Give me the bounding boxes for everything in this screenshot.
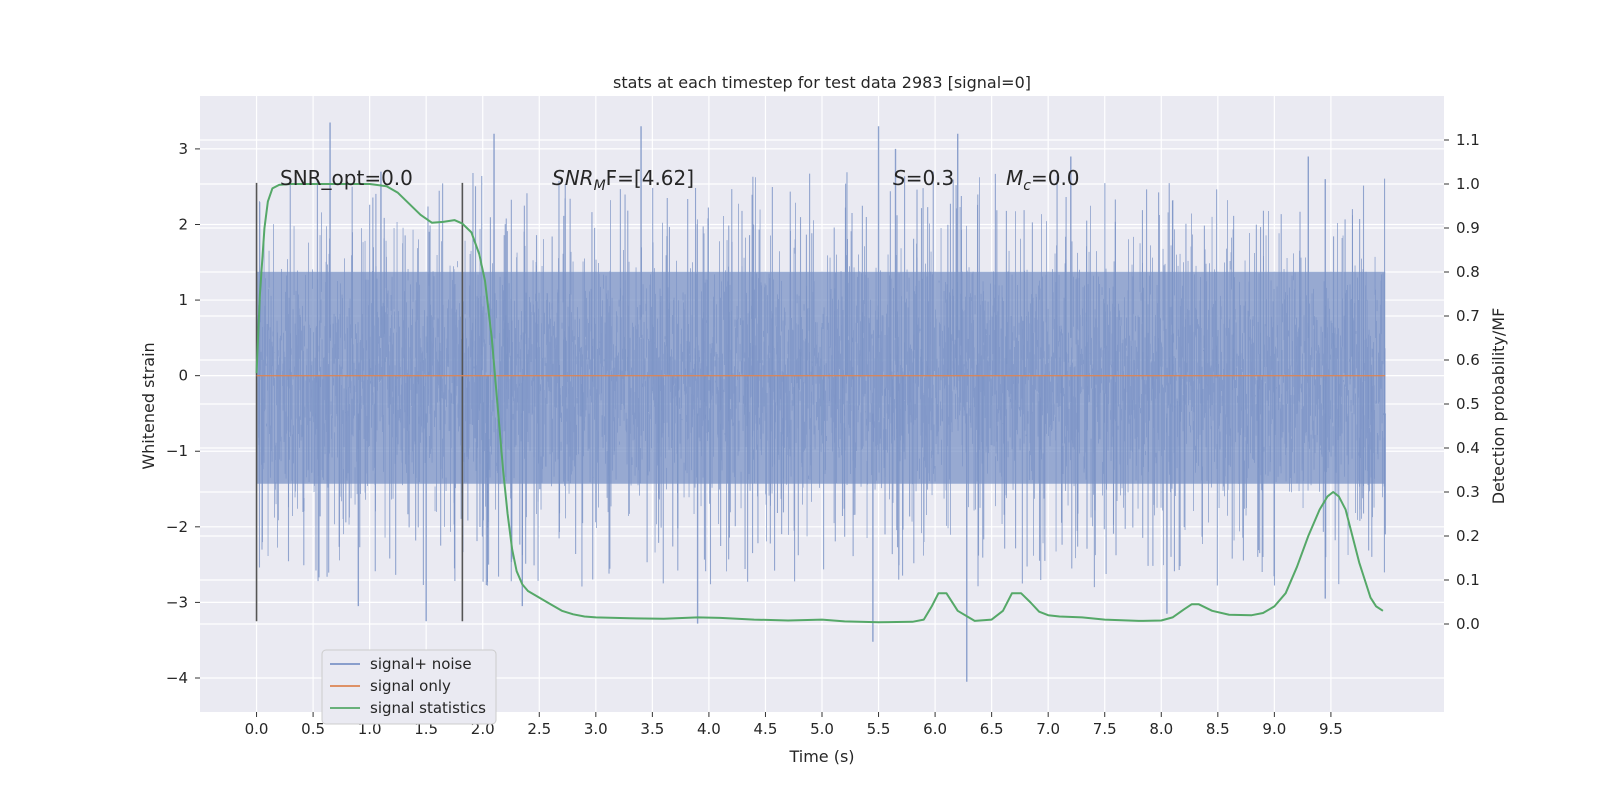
legend-box (321, 649, 497, 725)
x-tick-label: 8.5 (1206, 720, 1230, 738)
noise-series (256, 122, 1386, 682)
x-axis-label: Time (s) (788, 747, 854, 766)
y-right-tick-labels: 1.1 1.0 0.9 0.8 0.7 0.6 0.5 0.4 0.3 0.2 0.1 0.0 (1444, 131, 1480, 633)
legend: signal+ noise signal only signal statist… (321, 649, 497, 725)
x-tick-label: 2.5 (527, 720, 551, 738)
y-right-tick-label: 1.0 (1456, 175, 1480, 193)
x-tick-labels: 0.0 0.5 1.0 1.5 2.0 2.5 3.0 3.5 4.0 4.5 5.0 5.5 6.0 6… (245, 712, 1343, 738)
x-tick-label: 8.0 (1149, 720, 1173, 738)
s-label: S (893, 166, 906, 190)
legend-label-signal-noise: signal+ noise (370, 655, 472, 673)
x-tick-label: 6.5 (980, 720, 1004, 738)
y-left-tick-labels: 3 2 1 0 −1 −2 −3 −4 (166, 140, 200, 687)
y-right-tick-label: 0.1 (1456, 571, 1480, 589)
y-right-tick-label: 0.8 (1456, 263, 1480, 281)
snr-mf-label: SNR (552, 166, 594, 190)
x-tick-label: 3.0 (584, 720, 608, 738)
annotation-snr-opt: SNR_opt=0.0 (280, 166, 413, 190)
x-tick-label: 5.0 (810, 720, 834, 738)
snr-mf-value: F=[4.62] (606, 166, 694, 190)
y-left-tick-label: −2 (166, 518, 188, 536)
x-tick-label: 9.5 (1319, 720, 1343, 738)
vertical-markers (255, 182, 464, 622)
legend-label-signal-only: signal only (370, 677, 451, 695)
y-right-tick-label: 0.5 (1456, 395, 1480, 413)
mc-label: M (1006, 166, 1023, 190)
y-right-tick-label: 0.7 (1456, 307, 1480, 325)
y-right-tick-label: 0.4 (1456, 439, 1480, 457)
x-tick-label: 6.0 (923, 720, 947, 738)
y-right-tick-label: 1.1 (1456, 131, 1480, 149)
legend-label-signal-statistics: signal statistics (370, 699, 486, 717)
y-right-tick-label: 0.3 (1456, 483, 1480, 501)
y-right-tick-label: 0.2 (1456, 527, 1480, 545)
snr-mf-subscript: M (594, 178, 606, 194)
x-tick-label: 4.0 (697, 720, 721, 738)
y-right-axis-label: Detection probability/MF (1489, 308, 1508, 505)
x-tick-label: 0.0 (245, 720, 269, 738)
y-left-axis-label: Whitened strain (139, 342, 158, 469)
y-left-tick-label: 0 (178, 367, 188, 385)
mc-value: =0.0 (1031, 166, 1080, 190)
y-left-tick-label: −3 (166, 593, 188, 611)
line-series (255, 183, 1386, 624)
annotation-s: S=0.3 (893, 166, 954, 190)
x-tick-label: 4.5 (754, 720, 778, 738)
y-right-tick-label: 0.0 (1456, 615, 1480, 633)
x-tick-label: 3.5 (640, 720, 664, 738)
x-tick-label: 0.5 (301, 720, 325, 738)
y-right-tick-label: 0.6 (1456, 351, 1480, 369)
signal-statistics-line (255, 183, 1384, 624)
y-left-tick-label: −1 (166, 442, 188, 460)
y-left-tick-label: −4 (166, 669, 188, 687)
y-left-tick-label: 3 (178, 140, 188, 158)
s-value: =0.3 (906, 166, 955, 190)
y-left-tick-label: 1 (178, 291, 188, 309)
annotation-mc: Mc=0.0 (1006, 166, 1080, 194)
x-tick-label: 7.5 (1093, 720, 1117, 738)
x-tick-label: 7.0 (1036, 720, 1060, 738)
x-tick-label: 5.5 (867, 720, 891, 738)
mc-subscript: c (1023, 178, 1031, 194)
annotation-snr-mf: SNRMF=[4.62] (552, 166, 694, 194)
x-tick-label: 9.0 (1262, 720, 1286, 738)
signal-noise-core (256, 271, 1386, 484)
y-right-tick-label: 0.9 (1456, 219, 1480, 237)
chart-title: stats at each timestep for test data 298… (613, 73, 1031, 92)
y-left-tick-label: 2 (178, 215, 188, 233)
